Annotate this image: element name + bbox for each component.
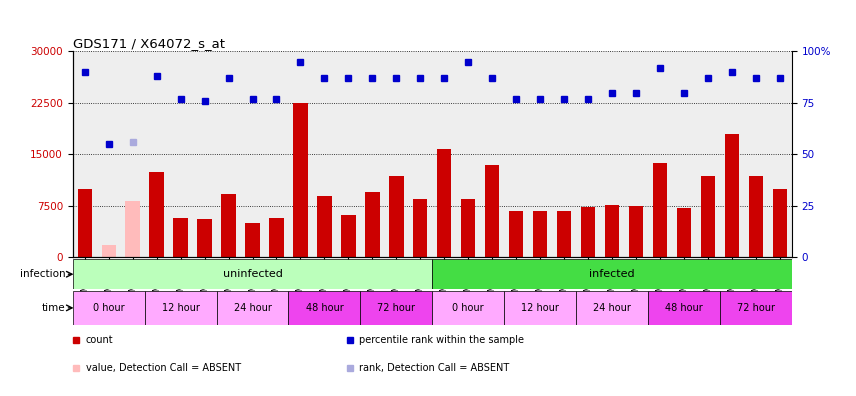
- Bar: [318, 196, 331, 257]
- Bar: [198, 219, 211, 257]
- Bar: [150, 171, 163, 257]
- Text: GDS171 / X64072_s_at: GDS171 / X64072_s_at: [73, 37, 225, 50]
- Bar: [294, 103, 307, 257]
- Bar: [174, 217, 187, 257]
- Bar: [73, 291, 145, 325]
- Text: 72 hour: 72 hour: [737, 303, 775, 313]
- Text: 0 hour: 0 hour: [453, 303, 484, 313]
- Text: 48 hour: 48 hour: [306, 303, 343, 313]
- Text: 72 hour: 72 hour: [377, 303, 415, 313]
- Bar: [701, 176, 715, 257]
- Bar: [485, 165, 499, 257]
- Bar: [461, 199, 475, 257]
- Text: uninfected: uninfected: [223, 269, 282, 279]
- Bar: [629, 206, 643, 257]
- Bar: [102, 245, 116, 257]
- Bar: [533, 211, 547, 257]
- Text: value, Detection Call = ABSENT: value, Detection Call = ABSENT: [86, 363, 241, 373]
- Bar: [73, 259, 432, 289]
- Bar: [413, 199, 427, 257]
- Bar: [653, 163, 667, 257]
- Text: 24 hour: 24 hour: [234, 303, 271, 313]
- Text: percentile rank within the sample: percentile rank within the sample: [359, 335, 524, 345]
- Bar: [749, 176, 763, 257]
- Text: infected: infected: [589, 269, 635, 279]
- Bar: [246, 223, 259, 257]
- Bar: [432, 291, 504, 325]
- Bar: [773, 189, 787, 257]
- Bar: [605, 205, 619, 257]
- Bar: [288, 291, 360, 325]
- Bar: [432, 259, 792, 289]
- Bar: [557, 211, 571, 257]
- Text: count: count: [86, 335, 113, 345]
- Bar: [360, 291, 432, 325]
- Text: 24 hour: 24 hour: [593, 303, 631, 313]
- Bar: [222, 194, 235, 257]
- Text: rank, Detection Call = ABSENT: rank, Detection Call = ABSENT: [359, 363, 509, 373]
- Text: time: time: [42, 303, 66, 313]
- Bar: [78, 189, 92, 257]
- Bar: [677, 208, 691, 257]
- Bar: [389, 176, 403, 257]
- Bar: [581, 207, 595, 257]
- Text: 0 hour: 0 hour: [93, 303, 124, 313]
- Bar: [126, 201, 140, 257]
- Bar: [576, 291, 648, 325]
- Text: 12 hour: 12 hour: [521, 303, 559, 313]
- Bar: [366, 192, 379, 257]
- Text: 48 hour: 48 hour: [665, 303, 703, 313]
- Bar: [270, 217, 283, 257]
- Bar: [504, 291, 576, 325]
- Bar: [725, 134, 739, 257]
- Bar: [217, 291, 288, 325]
- Text: infection: infection: [20, 269, 66, 279]
- Bar: [509, 211, 523, 257]
- Bar: [145, 291, 217, 325]
- Bar: [720, 291, 792, 325]
- Text: 12 hour: 12 hour: [162, 303, 199, 313]
- Bar: [342, 215, 355, 257]
- Bar: [437, 149, 451, 257]
- Bar: [648, 291, 720, 325]
